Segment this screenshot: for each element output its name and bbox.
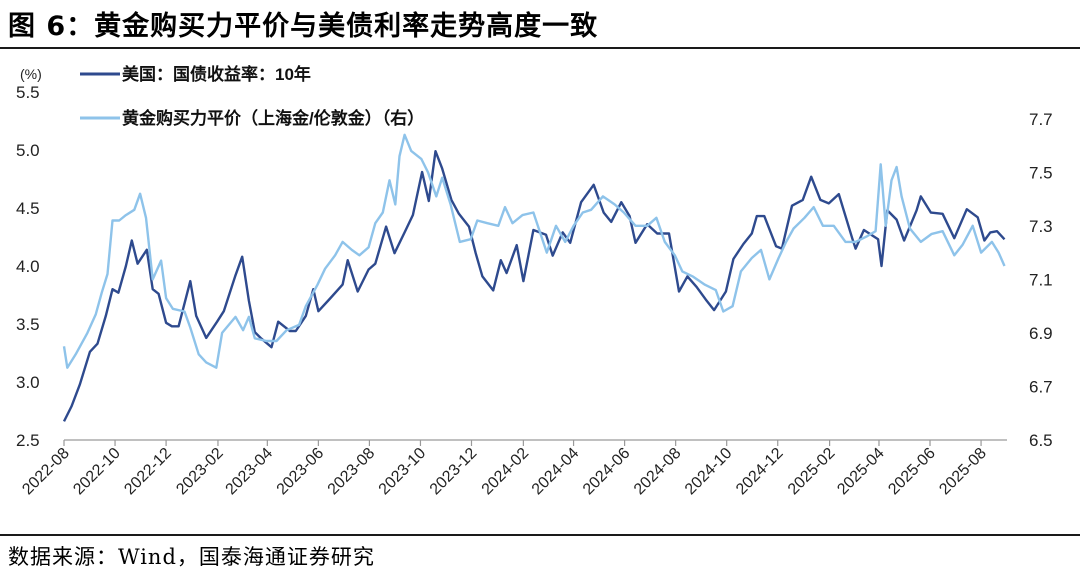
x-tick-label: 2023-10 — [376, 445, 430, 499]
x-tick-label: 2024-04 — [529, 445, 583, 499]
x-axis: 2022-082022-102022-122023-022023-042023-… — [19, 439, 1007, 499]
right-y-axis: 6.5 6.7 6.9 7.1 7.3 7.5 7.7 — [1029, 110, 1053, 450]
x-tick-label: 2025-08 — [936, 445, 990, 499]
right-tick-label: 6.5 — [1029, 431, 1053, 450]
right-tick-label: 7.5 — [1029, 163, 1053, 182]
x-tick-label: 2022-10 — [70, 445, 124, 499]
x-tick-label: 2022-12 — [121, 445, 175, 499]
gold-ppp-line — [62, 133, 1006, 369]
x-tick-label: 2025-02 — [785, 445, 839, 499]
x-tick-label: 2023-08 — [325, 445, 379, 499]
x-tick-label: 2025-04 — [834, 445, 888, 499]
legend-label: 美国：国债收益率：10年 — [122, 64, 311, 84]
x-tick-label: 2024-10 — [682, 445, 736, 499]
left-tick-label: 5.0 — [16, 141, 40, 160]
x-tick-label: 2024-02 — [479, 445, 533, 499]
x-tick-label: 2024-08 — [631, 445, 685, 499]
left-tick-label: 4.0 — [16, 257, 40, 276]
x-tick-label: 2023-12 — [427, 445, 481, 499]
x-tick-label: 2023-06 — [274, 445, 328, 499]
right-tick-label: 6.9 — [1029, 324, 1053, 343]
x-tick-label: 2023-02 — [173, 445, 227, 499]
left-tick-label: 5.5 — [16, 83, 40, 102]
legend-label: 黄金购买力平价（上海金/伦敦金）（右） — [122, 108, 424, 128]
bottom-divider — [0, 534, 1080, 536]
right-tick-label: 7.3 — [1029, 217, 1053, 236]
x-tick-label: 2025-06 — [885, 445, 939, 499]
x-tick-label: 2024-12 — [733, 445, 787, 499]
right-tick-label: 6.7 — [1029, 377, 1053, 396]
left-tick-label: 2.5 — [16, 431, 40, 450]
x-tick-label: 2023-04 — [223, 445, 277, 499]
figure-title: 图 6：黄金购买力平价与美债利率走势高度一致 — [8, 11, 599, 42]
left-tick-label: 4.5 — [16, 199, 40, 218]
x-tick-label: 2024-06 — [580, 445, 634, 499]
x-tick-label: 2022-08 — [19, 445, 73, 499]
us-10y-yield-line — [62, 150, 1006, 422]
right-tick-label: 7.7 — [1029, 110, 1053, 129]
series-lines — [62, 133, 1006, 422]
source-note: 数据来源：Wind，国泰海通证券研究 — [8, 545, 375, 569]
right-tick-label: 7.1 — [1029, 270, 1053, 289]
line-chart: (%) 2.5 3.0 3.5 4.0 4.5 5.0 5.5 6.5 6.7 6.9 7.1 7.3… — [16, 64, 1053, 499]
left-tick-label: 3.5 — [16, 315, 40, 334]
left-y-axis: (%) 2.5 3.0 3.5 4.0 4.5 5.0 5.5 — [16, 66, 42, 450]
title-divider — [0, 47, 1080, 49]
left-axis-unit: (%) — [20, 66, 42, 82]
left-tick-label: 3.0 — [16, 373, 40, 392]
